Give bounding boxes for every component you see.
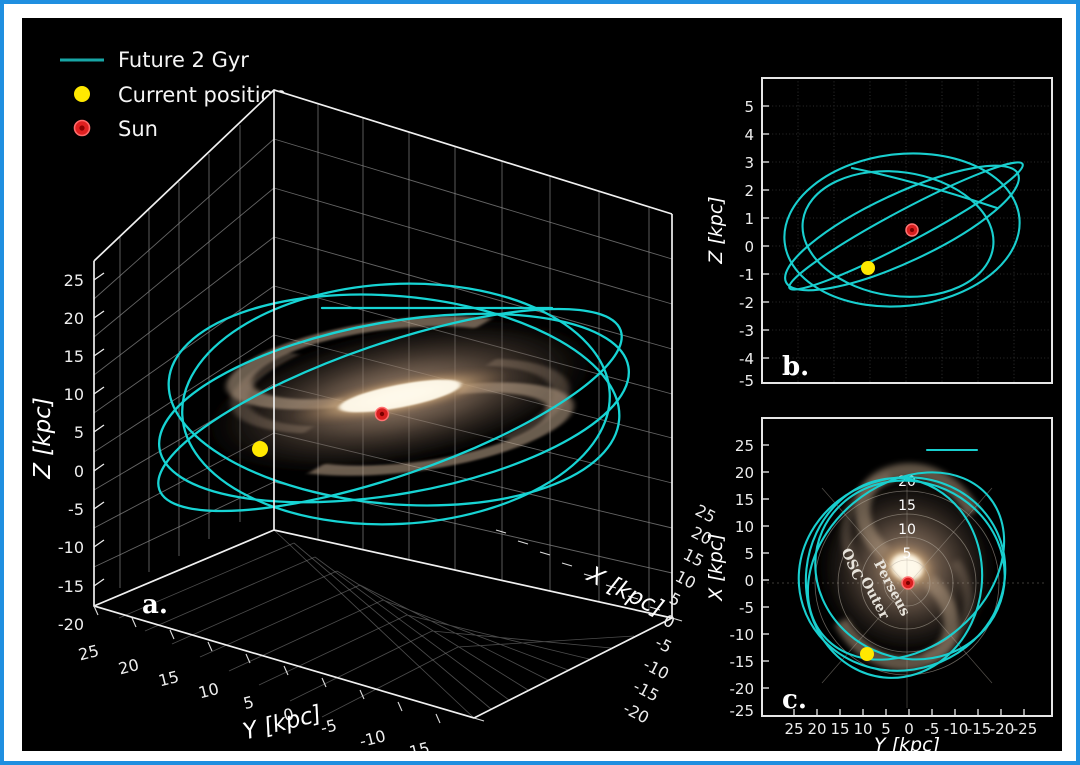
panel-c-ytick-m15: -15 xyxy=(730,653,755,671)
orbit-track-b xyxy=(801,170,995,298)
panel-c-xtick-m15: -15 xyxy=(967,720,992,738)
panel-b-tick-m4: -4 xyxy=(739,350,754,368)
orbit-track xyxy=(157,282,631,526)
orbit-track-c xyxy=(806,471,1006,661)
panel-c-ytick-15: 15 xyxy=(735,491,754,509)
panel-c-xtick-m25: -25 xyxy=(1013,720,1038,738)
z-tick-20: 20 xyxy=(64,309,84,328)
sun-marker-c-center xyxy=(906,581,910,585)
current-position-marker-a xyxy=(252,441,268,457)
orbit-track-c xyxy=(814,479,1006,661)
panel-c-frame xyxy=(761,417,1053,717)
panel-c-xtick-10: 10 xyxy=(853,720,872,738)
panel-c-y-axis-label: X [kpc] xyxy=(705,533,727,601)
panel-c-ytick-10: 10 xyxy=(735,518,754,536)
panel-c-xtick-5: 5 xyxy=(881,720,891,738)
z-axis-label: Z [kpc] xyxy=(30,397,56,480)
z-tick-m10: -10 xyxy=(58,538,84,557)
panel-c-label: c. xyxy=(782,685,807,715)
x-tick-m5: -5 xyxy=(652,633,675,657)
panel-c-xtick-25: 25 xyxy=(784,720,803,738)
z-tick-5: 5 xyxy=(74,423,84,442)
legend-label-future: Future 2 Gyr xyxy=(118,48,249,72)
ring-label-5: 5 xyxy=(903,546,912,562)
panel-c-ytick-m20: -20 xyxy=(730,680,755,698)
panel-c-ytick-0: 0 xyxy=(744,572,754,590)
panel-c-ytick-m5: -5 xyxy=(739,599,754,617)
z-tick-m20: -20 xyxy=(58,615,84,634)
panel-c: 20 15 10 5 OSC Perseus Outer xyxy=(705,417,1053,751)
y-tick-25: 25 xyxy=(76,641,100,664)
y-tick-m5: -5 xyxy=(319,716,339,738)
panel-c-ytick-20: 20 xyxy=(735,464,754,482)
panel-c-x-ticks xyxy=(793,709,1025,716)
sun-marker-a-center xyxy=(379,411,385,417)
panel-b-tick-4: 4 xyxy=(744,126,754,144)
panel-b-tick-0: 0 xyxy=(744,238,754,256)
panel-c-xtick-m20: -20 xyxy=(990,720,1015,738)
panel-a-orbits xyxy=(157,282,631,526)
panel-c-xtick-m5: -5 xyxy=(925,720,940,738)
ring-label-15: 15 xyxy=(898,498,916,514)
panel-b-tick-2: 2 xyxy=(744,182,754,200)
panel-a-z-axis: 25 20 15 10 5 0 -5 -10 -15 -20 Z [kpc] xyxy=(30,271,105,634)
legend-label-sun: Sun xyxy=(118,117,158,141)
z-tick-25: 25 xyxy=(64,271,84,290)
sun-marker-b-center xyxy=(910,228,914,232)
current-position-marker-c xyxy=(860,647,874,661)
y-tick-5: 5 xyxy=(241,692,255,713)
z-tick-10: 10 xyxy=(64,385,84,404)
panel-c-y-ticks xyxy=(762,444,769,689)
y-tick-20: 20 xyxy=(116,655,140,678)
y-tick-10: 10 xyxy=(196,679,220,702)
panel-c-ytick-25: 25 xyxy=(735,437,754,455)
panel-c-orbits xyxy=(797,448,1007,679)
panel-b-tick-m3: -3 xyxy=(739,322,754,340)
y-tick-15: 15 xyxy=(156,667,180,690)
panel-c-xtick-m10: -10 xyxy=(944,720,969,738)
legend-dot-icon xyxy=(74,86,90,102)
panel-b-tick-m5: -5 xyxy=(739,372,754,390)
panel-c-ytick-m10: -10 xyxy=(730,626,755,644)
panel-b-tick-1: 1 xyxy=(744,210,754,228)
panel-c-xtick-20: 20 xyxy=(807,720,826,738)
z-tick-m15: -15 xyxy=(58,577,84,596)
orbit-segment-b xyxy=(850,166,999,210)
panel-b: 5 4 3 2 1 0 -1 -2 -3 -4 -5 Z [kpc] b. xyxy=(705,77,1053,390)
current-position-marker-b xyxy=(861,261,875,275)
panel-b-tick-3: 3 xyxy=(744,154,754,172)
panel-c-xtick-0: 0 xyxy=(904,720,914,738)
y-tick-0: 0 xyxy=(281,704,295,725)
panel-b-y-axis-label: Z [kpc] xyxy=(705,196,727,264)
legend: Future 2 Gyr Current position Sun xyxy=(60,48,287,141)
z-tick-15: 15 xyxy=(64,347,84,366)
legend-ring-center-icon xyxy=(79,125,85,131)
panel-b-label: b. xyxy=(782,352,809,382)
legend-label-current: Current position xyxy=(118,83,287,107)
galaxy-image-c xyxy=(799,459,1015,675)
panel-c-ytick-m25: -25 xyxy=(730,702,755,720)
panel-b-ticks xyxy=(762,105,769,359)
panel-b-tick-m2: -2 xyxy=(739,294,754,312)
panel-a-label: a. xyxy=(142,590,168,620)
z-tick-0: 0 xyxy=(74,462,84,481)
panel-b-tick-m1: -1 xyxy=(739,266,754,284)
orbit-track-b xyxy=(783,152,1021,308)
panel-b-frame xyxy=(761,77,1053,384)
figure-svg: Future 2 Gyr Current position Sun xyxy=(22,18,1062,751)
panel-b-orbits xyxy=(783,152,1024,308)
figure-canvas: Future 2 Gyr Current position Sun xyxy=(22,18,1062,751)
panel-c-ytick-5: 5 xyxy=(744,545,754,563)
orbit-track-b xyxy=(788,161,1024,291)
panel-b-tick-5: 5 xyxy=(744,98,754,116)
orbit-track-c xyxy=(804,477,984,679)
ring-label-10: 10 xyxy=(898,522,916,538)
z-tick-m5: -5 xyxy=(68,500,84,519)
panel-c-xtick-15: 15 xyxy=(830,720,849,738)
panel-c-x-axis-label: Y [kpc] xyxy=(874,734,940,751)
